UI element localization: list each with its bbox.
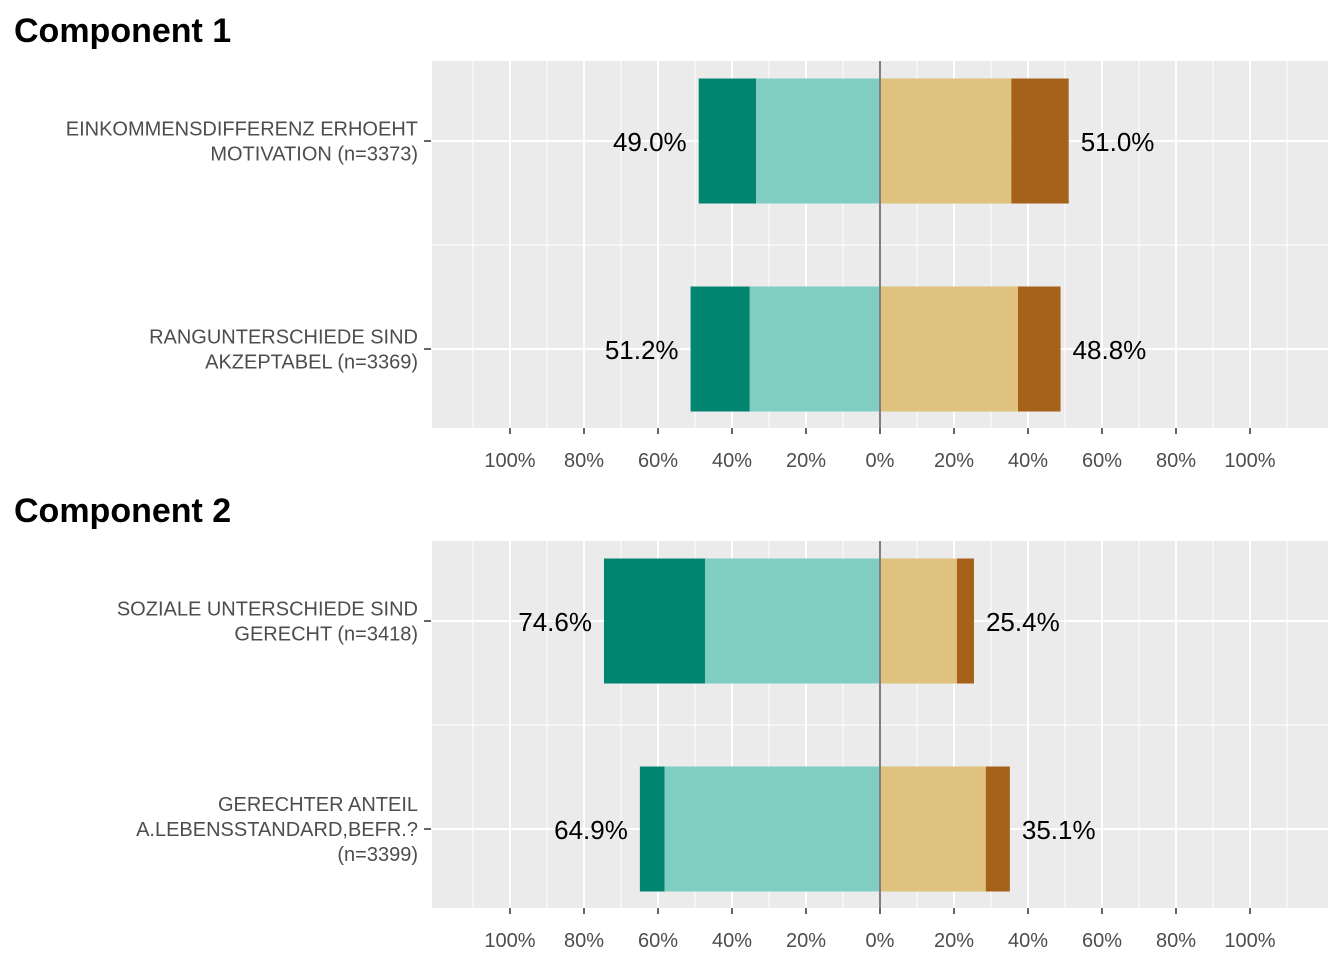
bar-segment-agree	[880, 78, 1012, 204]
bar-segment-strong-disagree	[603, 558, 705, 684]
bar-segment-strong-agree	[1011, 78, 1069, 204]
bar-segment-strong-agree	[956, 558, 974, 684]
bar-segment-agree	[880, 766, 986, 892]
bar-segment-strong-disagree	[639, 766, 665, 892]
category-label: AKZEPTABEL (n=3369)	[205, 352, 418, 374]
bar-segment-disagree	[756, 78, 880, 204]
x-tick-label: 20%	[934, 930, 974, 952]
x-tick-label: 60%	[638, 930, 678, 952]
category-label: (n=3399)	[337, 844, 418, 866]
x-tick-label: 100%	[484, 930, 535, 952]
x-tick-label: 100%	[484, 450, 535, 472]
bar-segment-strong-disagree	[690, 286, 750, 412]
right-percent-label: 25.4%	[986, 607, 1060, 637]
x-tick-label: 0%	[866, 450, 895, 472]
right-percent-label: 48.8%	[1073, 335, 1147, 365]
x-tick-label: 40%	[712, 450, 752, 472]
left-percent-label: 49.0%	[613, 127, 687, 157]
x-tick-label: 100%	[1224, 450, 1275, 472]
bar-segment-strong-agree	[1018, 286, 1061, 412]
category-label: GERECHT (n=3418)	[234, 624, 418, 646]
x-tick-label: 20%	[786, 930, 826, 952]
category-label: GERECHTER ANTEIL	[218, 794, 418, 816]
x-tick-label: 80%	[564, 450, 604, 472]
left-percent-label: 64.9%	[554, 815, 628, 845]
bar-segment-agree	[880, 286, 1019, 412]
x-tick-label: 20%	[786, 450, 826, 472]
category-label: SOZIALE UNTERSCHIEDE SIND	[117, 599, 418, 621]
chart-panel: Component 1 49.0% 51.0% EINKOMMENSDIFFERENZ…	[14, 12, 1328, 472]
x-tick-label: 40%	[1008, 930, 1048, 952]
right-percent-label: 51.0%	[1081, 127, 1155, 157]
chart-panels: Component 1 49.0% 51.0% EINKOMMENSDIFFERENZ…	[14, 12, 1328, 952]
x-tick-label: 40%	[1008, 450, 1048, 472]
x-tick-label: 80%	[1156, 930, 1196, 952]
bar-segment-disagree	[749, 286, 880, 412]
x-tick-label: 20%	[934, 450, 974, 472]
x-tick-label: 0%	[866, 930, 895, 952]
x-tick-label: 80%	[1156, 450, 1196, 472]
chart-panel: Component 2 74.6% 25.4% SOZIALE UNTERSCHIED…	[14, 492, 1328, 952]
x-tick-label: 60%	[1082, 930, 1122, 952]
left-percent-label: 51.2%	[605, 335, 679, 365]
x-tick-label: 40%	[712, 930, 752, 952]
bar-segment-strong-disagree	[698, 78, 757, 204]
category-label: A.LEBENSSTANDARD,BEFR.?	[136, 819, 418, 841]
panel-title: Component 2	[14, 492, 231, 530]
category-label: MOTIVATION (n=3373)	[210, 144, 418, 166]
x-tick-label: 60%	[1082, 450, 1122, 472]
category-label: EINKOMMENSDIFFERENZ ERHOEHT	[66, 119, 418, 141]
category-label: RANGUNTERSCHIEDE SIND	[149, 327, 418, 349]
right-percent-label: 35.1%	[1022, 815, 1096, 845]
x-tick-label: 80%	[564, 930, 604, 952]
left-percent-label: 74.6%	[518, 607, 592, 637]
x-tick-label: 60%	[638, 450, 678, 472]
x-tick-label: 100%	[1224, 930, 1275, 952]
bar-segment-disagree	[664, 766, 880, 892]
bar-segment-strong-agree	[985, 766, 1010, 892]
panel-title: Component 1	[14, 12, 231, 50]
bar-segment-disagree	[704, 558, 880, 684]
bar-segment-agree	[880, 558, 957, 684]
